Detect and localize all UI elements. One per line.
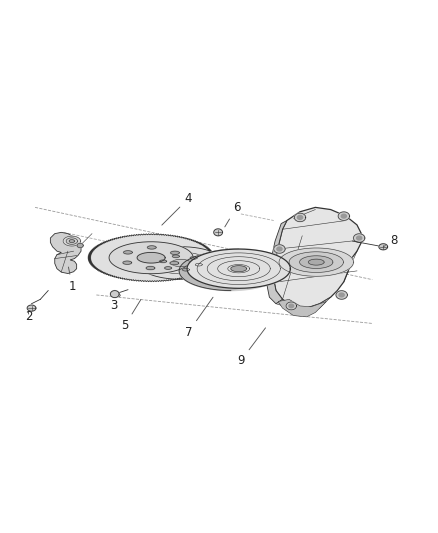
Polygon shape [173, 255, 180, 257]
Polygon shape [231, 265, 247, 272]
Polygon shape [88, 234, 214, 282]
Polygon shape [27, 305, 36, 311]
Polygon shape [187, 249, 290, 288]
Polygon shape [147, 246, 156, 249]
Polygon shape [165, 266, 172, 269]
Polygon shape [137, 253, 165, 263]
Polygon shape [179, 249, 239, 290]
Text: 9: 9 [237, 328, 265, 367]
Polygon shape [297, 215, 303, 220]
Polygon shape [63, 236, 81, 246]
Polygon shape [138, 247, 224, 279]
Polygon shape [277, 269, 282, 273]
Polygon shape [294, 213, 306, 222]
Polygon shape [357, 236, 362, 240]
Polygon shape [286, 302, 297, 310]
Polygon shape [171, 260, 191, 266]
Polygon shape [214, 229, 223, 236]
Polygon shape [300, 256, 333, 269]
Polygon shape [190, 257, 197, 260]
Polygon shape [276, 297, 331, 312]
Polygon shape [278, 300, 326, 317]
Text: 7: 7 [184, 297, 213, 338]
Polygon shape [179, 251, 283, 290]
Polygon shape [182, 269, 189, 271]
Polygon shape [379, 244, 388, 250]
Polygon shape [339, 293, 344, 297]
Text: 5: 5 [121, 300, 141, 332]
Polygon shape [274, 245, 285, 253]
Text: 1: 1 [68, 267, 76, 293]
Polygon shape [273, 266, 286, 276]
Text: 4: 4 [162, 192, 192, 225]
Polygon shape [277, 247, 282, 251]
Polygon shape [267, 221, 287, 304]
Polygon shape [289, 304, 293, 308]
Polygon shape [170, 251, 179, 254]
Polygon shape [50, 232, 81, 273]
Polygon shape [289, 252, 343, 272]
Polygon shape [336, 290, 347, 299]
Polygon shape [69, 240, 74, 243]
Polygon shape [274, 207, 361, 308]
Polygon shape [159, 260, 166, 263]
Polygon shape [110, 290, 119, 297]
Polygon shape [146, 266, 155, 270]
Text: 2: 2 [25, 310, 32, 324]
Polygon shape [195, 263, 202, 266]
Text: 3: 3 [110, 295, 120, 312]
Polygon shape [338, 212, 350, 221]
Text: 6: 6 [225, 201, 240, 227]
Polygon shape [66, 238, 78, 244]
Polygon shape [109, 242, 193, 274]
Polygon shape [341, 214, 346, 218]
Polygon shape [308, 259, 324, 265]
Polygon shape [123, 261, 132, 264]
Polygon shape [353, 234, 365, 243]
Polygon shape [77, 243, 83, 248]
Polygon shape [279, 248, 353, 276]
Polygon shape [124, 251, 132, 254]
Polygon shape [170, 262, 179, 265]
Text: 8: 8 [383, 233, 398, 247]
